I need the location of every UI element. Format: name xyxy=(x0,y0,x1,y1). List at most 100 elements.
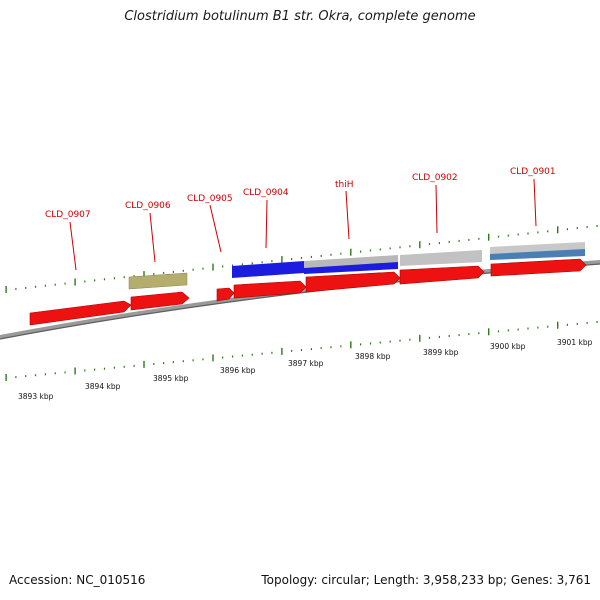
lower-track-minor-tick xyxy=(369,342,372,345)
upper-track-minor-tick xyxy=(409,245,411,248)
upper-track-minor-tick xyxy=(300,257,303,259)
lower-track-minor-tick xyxy=(241,354,243,357)
upper-track-minor-tick xyxy=(527,232,529,235)
upper-track-minor-tick xyxy=(448,241,450,243)
lower-track-minor-tick xyxy=(103,367,106,370)
lower-track-major-tick xyxy=(74,367,76,375)
upper-track-minor-tick xyxy=(360,250,362,253)
lower-track-minor-tick xyxy=(340,345,342,348)
gene-label-cld-0907: CLD_0907 xyxy=(45,210,91,220)
gene-label-cld-0904: CLD_0904 xyxy=(243,188,289,198)
upper-track-minor-tick xyxy=(251,262,253,265)
lower-track-minor-tick xyxy=(25,375,27,378)
cds-arrow-cld-0907[interactable] xyxy=(29,300,132,326)
lower-track-minor-tick xyxy=(54,372,56,375)
lower-track-minor-tick xyxy=(478,332,480,335)
upper-track-minor-tick xyxy=(596,225,598,227)
gene-label-cld-0901: CLD_0901 xyxy=(510,167,556,177)
gene-label-thih: thiH xyxy=(335,180,354,190)
lower-track-minor-tick xyxy=(310,348,312,351)
upper-track-major-tick xyxy=(74,278,76,286)
gene-label-cld-0905: CLD_0905 xyxy=(187,194,233,204)
lower-track-minor-tick xyxy=(271,351,273,354)
lower-track-minor-tick xyxy=(537,326,539,329)
upper-track-minor-tick xyxy=(399,246,401,249)
gene-feature-blue-b[interactable] xyxy=(304,262,398,274)
gene-feature-steelblue[interactable] xyxy=(490,249,585,260)
cds-arrow-thih[interactable] xyxy=(305,271,401,293)
lower-track-minor-tick xyxy=(15,376,17,379)
scale-label-3901: 3901 kbp xyxy=(557,338,593,347)
lower-track-minor-tick xyxy=(172,361,174,364)
gene-feature-olive[interactable] xyxy=(128,272,188,290)
lower-track-minor-tick xyxy=(44,373,46,376)
lower-track-major-tick xyxy=(5,374,7,381)
scale-label-3896: 3896 kbp xyxy=(220,366,256,375)
gene-feature-blue[interactable] xyxy=(232,261,304,278)
upper-track-minor-tick xyxy=(241,263,243,266)
lower-track-minor-tick xyxy=(320,347,322,350)
lower-track-minor-tick xyxy=(497,330,500,333)
lower-track-minor-tick xyxy=(84,369,86,372)
upper-track-minor-tick xyxy=(153,273,155,275)
accession-text: Accession: NC_010516 xyxy=(9,573,146,587)
cds-arrow-cld-0902[interactable] xyxy=(399,265,485,285)
lower-track-minor-tick xyxy=(300,349,303,351)
cds-arrow-cld-0906[interactable] xyxy=(130,291,190,311)
gene-feature-grey-b[interactable] xyxy=(400,250,482,266)
lower-track-minor-tick xyxy=(261,352,263,355)
lower-track-minor-tick xyxy=(389,340,391,343)
lower-track-minor-tick xyxy=(94,368,96,371)
upper-track-major-tick xyxy=(281,256,283,264)
lower-track-minor-tick xyxy=(64,371,66,374)
upper-track-minor-tick xyxy=(537,231,539,234)
lower-track-minor-tick xyxy=(547,325,549,328)
lower-track-major-tick xyxy=(557,321,559,329)
lower-track-minor-tick xyxy=(448,335,450,337)
upper-track-minor-tick xyxy=(379,248,381,251)
lower-track-minor-tick xyxy=(399,339,401,342)
lower-track-minor-tick xyxy=(576,322,578,325)
upper-track-major-tick xyxy=(350,248,352,256)
lower-track-minor-tick xyxy=(527,327,529,330)
upper-track-minor-tick xyxy=(458,239,460,242)
lower-track-minor-tick xyxy=(34,374,37,377)
upper-track-minor-tick xyxy=(163,271,165,274)
upper-track-minor-tick xyxy=(44,284,46,287)
upper-track-minor-tick xyxy=(94,279,96,282)
upper-track-minor-tick xyxy=(586,226,588,229)
scale-label-3900: 3900 kbp xyxy=(490,342,526,351)
genome-title: Clostridium botulinum B1 str. Okra, comp… xyxy=(124,9,476,24)
upper-track-minor-tick xyxy=(428,243,431,246)
upper-track-minor-tick xyxy=(54,283,56,286)
gene-feature-grey-a[interactable] xyxy=(304,255,398,268)
upper-track-minor-tick xyxy=(232,264,234,267)
lower-track-minor-tick xyxy=(202,358,204,361)
upper-track-minor-tick xyxy=(507,234,509,237)
lower-track-major-tick xyxy=(488,328,490,336)
upper-track-minor-tick xyxy=(468,238,470,241)
lower-track-major-tick xyxy=(281,347,283,355)
cds-arrow-cld-0904[interactable] xyxy=(233,280,307,299)
cds-arrow-cld-0901[interactable] xyxy=(490,258,587,277)
lower-track-minor-tick xyxy=(507,329,509,332)
cds-arrow-cld-0905[interactable] xyxy=(216,287,235,302)
upper-track-minor-tick xyxy=(517,233,519,236)
upper-track-minor-tick xyxy=(271,260,273,263)
lower-track-minor-tick xyxy=(566,323,568,326)
lower-track-minor-tick xyxy=(438,335,440,338)
upper-track-minor-tick xyxy=(478,237,480,240)
lower-track-minor-tick xyxy=(163,362,165,365)
upper-track-minor-tick xyxy=(340,252,342,255)
lower-tick-track xyxy=(5,321,598,381)
genome-summary-text: Topology: circular; Length: 3,958,233 bp… xyxy=(261,573,591,587)
upper-track-minor-tick xyxy=(438,242,440,245)
lower-track-minor-tick xyxy=(133,364,135,367)
gene-label-leaders xyxy=(69,178,537,271)
lower-track-minor-tick xyxy=(379,341,381,344)
upper-track-minor-tick xyxy=(64,282,66,285)
scale-label-3899: 3899 kbp xyxy=(423,348,459,357)
upper-track-minor-tick xyxy=(103,278,106,281)
